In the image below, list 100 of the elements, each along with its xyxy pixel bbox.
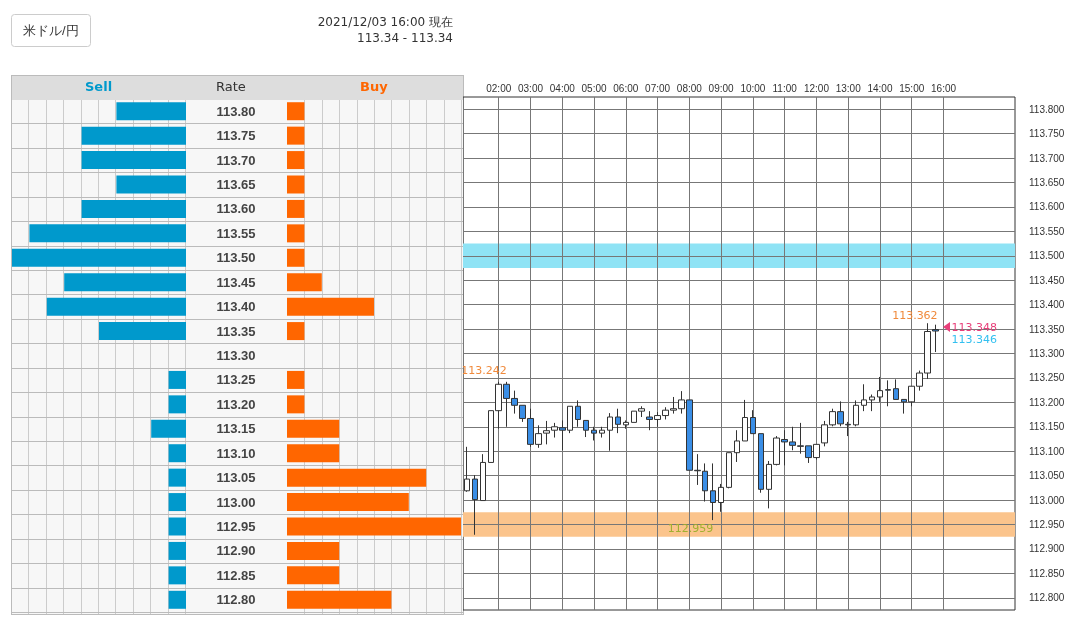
y-tick-label: 113.65: [216, 177, 256, 192]
candlestick: [734, 429, 740, 463]
x-tick-label: 15:00: [899, 82, 925, 94]
y-tick-label: 113.750: [1029, 128, 1065, 140]
candlestick: [893, 378, 899, 400]
y-tick-label: 113.200: [1029, 396, 1065, 408]
candlestick: [607, 412, 613, 452]
series-label: Sell: [85, 79, 113, 94]
bar: [287, 566, 340, 585]
y-tick-label: 113.800: [1029, 103, 1065, 115]
y-tick-label: 112.900: [1029, 543, 1065, 555]
bar: [287, 199, 305, 218]
candlestick: [472, 474, 478, 536]
y-tick-label: 113.250: [1029, 372, 1065, 384]
y-tick-label: 112.850: [1029, 567, 1065, 579]
bar: [287, 151, 305, 170]
bar: [168, 444, 186, 463]
y-tick-label: 113.15: [216, 421, 256, 437]
bar: [64, 273, 186, 292]
bar: [29, 224, 186, 243]
bar: [46, 297, 186, 316]
bar: [287, 493, 409, 512]
bar: [287, 248, 305, 267]
x-tick-label: 13:00: [835, 82, 862, 94]
y-tick-label: 113.05: [216, 470, 256, 486]
candlestick: [623, 419, 629, 430]
bar: [287, 297, 374, 316]
bar: [287, 468, 427, 487]
bar: [168, 493, 186, 512]
x-tick-label: 06:00: [613, 82, 639, 94]
y-axis-title: Rate: [216, 79, 246, 94]
x-tick-label: 02:00: [486, 82, 512, 94]
bar: [81, 199, 186, 218]
y-tick-label: 113.75: [216, 128, 256, 144]
candlestick: [480, 453, 486, 502]
y-tick-label: 113.40: [216, 299, 256, 315]
candlestick: [742, 399, 748, 442]
bar: [168, 541, 186, 560]
bar: [81, 151, 186, 170]
x-tick-label: 03:00: [518, 82, 544, 94]
x-tick-label: 14:00: [867, 82, 893, 94]
y-tick-label: 113.000: [1029, 494, 1065, 506]
chart-title: 米ドル/円: [23, 23, 79, 38]
y-tick-label: 113.25: [216, 372, 256, 388]
bar: [168, 517, 186, 536]
bar: [287, 224, 305, 243]
x-tick-label: 05:00: [581, 82, 607, 94]
candlestick: [575, 399, 581, 428]
bar: [287, 395, 305, 414]
candlestick: [853, 399, 859, 427]
bar: [168, 468, 186, 487]
x-tick-label: 09:00: [708, 82, 735, 94]
y-tick-label: 113.00: [216, 494, 256, 510]
bar: [287, 322, 305, 341]
x-tick-label: 10:00: [740, 82, 766, 94]
y-tick-label: 113.60: [216, 201, 256, 217]
text: 2021/12/03 16:00 現在: [317, 15, 453, 29]
y-tick-label: 112.90: [216, 543, 256, 559]
bar: [168, 370, 186, 389]
y-tick-label: 112.95: [216, 519, 256, 534]
bar: [116, 102, 186, 121]
candlestick: [885, 379, 891, 407]
bar: [81, 126, 186, 145]
y-tick-label: 113.700: [1029, 152, 1065, 164]
bar: [287, 370, 305, 389]
bar: [168, 395, 186, 414]
y-tick-label: 113.10: [216, 445, 256, 461]
x-tick-label: 08:00: [676, 82, 703, 94]
candlestick: [726, 452, 732, 489]
text: 113.34 - 113.34: [357, 31, 453, 45]
y-tick-label: 112.85: [216, 567, 256, 583]
y-tick-label: 113.300: [1029, 348, 1065, 359]
candlestick: [877, 376, 883, 403]
y-tick-label: 112.800: [1029, 592, 1065, 604]
y-tick-label: 113.100: [1029, 445, 1065, 457]
candlestick: [710, 462, 716, 521]
candlestick: [758, 433, 764, 494]
y-tick-label: 113.650: [1029, 177, 1065, 188]
bar: [287, 517, 461, 536]
bar: [287, 102, 305, 121]
bar: [168, 590, 186, 609]
bar: [287, 590, 392, 609]
y-tick-label: 113.30: [216, 348, 256, 363]
bar: [12, 248, 186, 267]
y-tick-label: 113.50: [216, 250, 256, 266]
candlestick: [869, 394, 875, 412]
y-tick-label: 113.500: [1029, 250, 1065, 262]
bar: [287, 126, 305, 145]
bar: [287, 175, 305, 194]
y-tick-label: 113.150: [1029, 421, 1065, 433]
bar: [287, 444, 340, 463]
y-tick-label: 113.550: [1029, 225, 1065, 237]
bar: [287, 273, 322, 292]
y-tick-label: 113.35: [216, 323, 256, 339]
bar: [116, 175, 186, 194]
y-tick-label: 113.600: [1029, 201, 1065, 213]
y-tick-label: 113.350: [1029, 323, 1065, 335]
candlestick: [591, 426, 597, 441]
y-tick-label: 113.70: [216, 152, 256, 168]
text: Buy: [360, 79, 389, 94]
